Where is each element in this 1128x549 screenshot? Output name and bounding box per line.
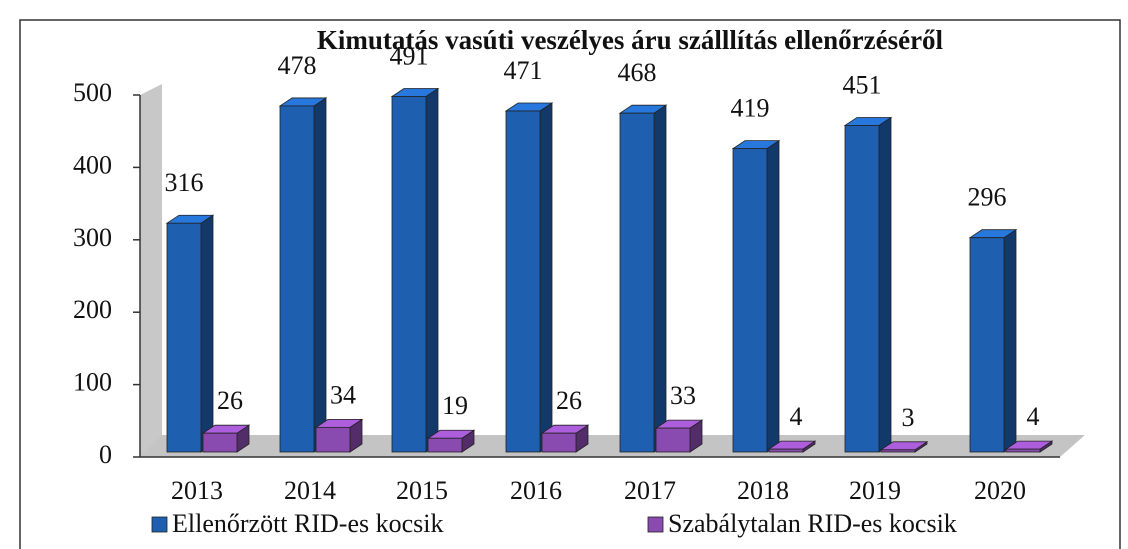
y-tick-label: 500 (73, 78, 112, 107)
y-tick-label: 0 (99, 440, 112, 469)
y-tick-label: 300 (73, 223, 112, 252)
y-tick-label: 200 (73, 295, 112, 324)
legend-label: Ellenőrzött RID-es kocsik (172, 509, 444, 538)
bar-side (313, 97, 327, 453)
x-tick-label: 2016 (510, 476, 562, 505)
data-label: 451 (843, 70, 882, 99)
bar-side (200, 214, 214, 453)
data-label: 26 (556, 386, 582, 415)
x-tick-label: 2018 (737, 476, 789, 505)
bar (880, 449, 916, 453)
chart-title: Kimutatás vasúti veszélyes áru szálllítá… (317, 25, 944, 55)
bar-side (878, 116, 892, 453)
data-label: 468 (618, 58, 657, 87)
data-label: 471 (504, 56, 543, 85)
data-label: 296 (968, 183, 1007, 212)
bar (844, 125, 880, 453)
bar (541, 432, 577, 453)
bar (391, 96, 427, 453)
data-label: 316 (165, 168, 204, 197)
bar (505, 110, 541, 453)
legend-swatch (151, 516, 168, 533)
bar (655, 427, 691, 453)
bar (427, 437, 463, 453)
bar (768, 448, 804, 453)
data-label: 4 (790, 402, 803, 431)
bar-side (653, 104, 667, 453)
bar-side (539, 102, 553, 453)
bar (619, 112, 655, 453)
bar-side (766, 139, 780, 453)
x-tick-label: 2013 (171, 476, 223, 505)
y-tick-label: 400 (73, 150, 112, 179)
bar (969, 237, 1005, 453)
bar-side (425, 87, 439, 453)
bar (166, 222, 202, 453)
x-tick-label: 2017 (624, 476, 676, 505)
data-label: 34 (330, 380, 356, 409)
bar (279, 105, 315, 453)
data-label: 478 (278, 51, 317, 80)
x-tick-label: 2014 (284, 476, 336, 505)
data-label: 19 (442, 391, 468, 420)
x-tick-label: 2020 (974, 476, 1026, 505)
legend-label: Szabálytalan RID-es kocsik (668, 509, 957, 538)
back-wall (140, 84, 162, 457)
x-tick-label: 2019 (849, 476, 901, 505)
data-label: 26 (217, 386, 243, 415)
y-tick-label: 100 (73, 368, 112, 397)
chart-frame (19, 19, 1121, 549)
legend-swatch (647, 516, 664, 533)
data-label: 33 (670, 381, 696, 410)
bar (732, 148, 768, 453)
bar (315, 426, 351, 453)
bar (202, 432, 238, 453)
bar-side (1003, 228, 1017, 453)
x-tick-label: 2015 (396, 476, 448, 505)
data-label: 3 (902, 403, 915, 432)
data-label: 4 (1027, 402, 1040, 431)
bar (1005, 448, 1041, 453)
data-label: 491 (390, 41, 429, 70)
data-label: 419 (731, 94, 770, 123)
